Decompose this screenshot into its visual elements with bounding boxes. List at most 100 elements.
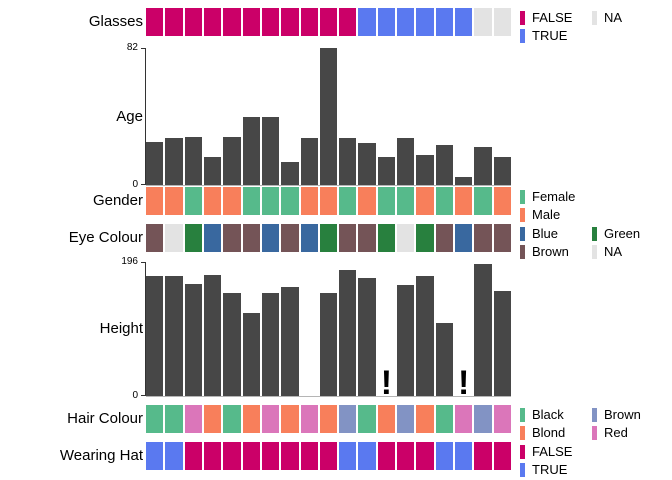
hair_colour-legend-entry: Black — [520, 406, 564, 424]
gender-tile — [493, 187, 511, 215]
hair_colour-tile — [300, 405, 318, 433]
hair_colour-tile — [339, 405, 357, 433]
height-y-axis — [145, 262, 146, 396]
height-bar-slot — [223, 262, 241, 396]
age-bar — [223, 136, 241, 185]
hair_colour-tile — [261, 405, 280, 433]
height-bars: !! — [146, 262, 511, 400]
eye_colour-legend-key-swatch — [520, 227, 525, 241]
height-bar-slot — [184, 262, 202, 396]
eye_colour-tile — [455, 224, 473, 252]
height-bar-slot — [146, 262, 164, 396]
gender-tile — [203, 187, 222, 215]
age-bar-slot — [416, 48, 434, 185]
hair_colour-legend-label: Blond — [532, 425, 566, 440]
height-axis-max-label: 196 — [121, 256, 138, 267]
age-bar-slot — [146, 48, 164, 185]
hair_colour-legend-key-swatch — [592, 408, 597, 422]
age-bar — [416, 154, 434, 185]
glasses-legend-label: FALSE — [532, 10, 573, 25]
eye_colour-tile — [319, 224, 338, 252]
eye_colour-tile — [281, 224, 299, 252]
hair_colour-tile — [377, 405, 396, 433]
height-max-tick — [141, 262, 145, 263]
glasses-tile — [203, 8, 222, 36]
glasses-tile — [223, 8, 241, 36]
eye_colour-legend-entry: Green — [592, 225, 640, 243]
eye_colour-tile — [493, 224, 511, 252]
height-bar-slot — [242, 262, 260, 396]
eye_colour-tile — [377, 224, 396, 252]
wearing_hat-tile — [493, 442, 511, 470]
age-bar-slot — [281, 48, 299, 185]
age-bar — [242, 116, 260, 185]
height-bar — [242, 312, 260, 396]
height-bar-slot: ! — [378, 262, 395, 400]
eye_colour-tile — [416, 224, 434, 252]
row-label-gender: Gender — [92, 192, 143, 209]
wearing_hat-tile — [223, 442, 241, 470]
age-bar-slot — [261, 48, 280, 185]
eye_colour-legend-key-swatch — [520, 245, 525, 259]
age-bar-slot — [435, 48, 453, 185]
age-bar — [319, 48, 338, 185]
hair_colour-tile — [165, 405, 183, 433]
eye_colour-legend-entry: Brown — [520, 243, 569, 261]
age-bar-slot — [300, 48, 318, 185]
height-bar — [358, 277, 376, 396]
gender-tile — [184, 187, 202, 215]
height-bar — [319, 292, 338, 396]
hair_colour-legend-entry: Blond — [520, 424, 565, 442]
wearing_hat-legend-label: FALSE — [532, 444, 573, 459]
height-bar — [397, 285, 415, 396]
height-min-tick — [141, 395, 145, 396]
wearing_hat-legend-key-swatch — [520, 445, 525, 459]
height-bar — [165, 275, 183, 396]
eye_colour-tile — [184, 224, 202, 252]
eye_colour-tile — [242, 224, 260, 252]
hair_colour-legend-entry: Red — [592, 424, 628, 442]
gender-legend-label: Female — [532, 189, 576, 204]
height-bar-slot — [165, 262, 183, 396]
hair_colour-tile — [146, 405, 164, 433]
gender-legend-key-swatch — [520, 190, 525, 204]
eye_colour-legend-key-swatch — [592, 227, 597, 241]
height-bar — [261, 292, 280, 396]
eye_colour-tile — [261, 224, 280, 252]
glasses-tile — [184, 8, 202, 36]
hair_colour-tile — [397, 405, 415, 433]
height-bar-slot — [301, 262, 318, 396]
hair_colour-legend-key-swatch — [592, 426, 597, 440]
eye_colour-strip — [146, 224, 511, 252]
height-bar — [435, 322, 453, 396]
wearing_hat-tile — [261, 442, 280, 470]
wearing_hat-legend-label: TRUE — [532, 462, 568, 477]
row-label-hair_colour: Hair Colour — [67, 410, 143, 427]
eye_colour-legend-label: Green — [604, 226, 641, 241]
gender-tile — [416, 187, 434, 215]
eye_colour-legend-entry: Blue — [520, 225, 558, 243]
height-bar-slot — [319, 262, 338, 396]
age-max-tick — [141, 48, 145, 49]
hair_colour-tile — [242, 405, 260, 433]
glasses-legend-label: NA — [604, 10, 623, 25]
glasses-tile — [474, 8, 492, 36]
height-bar — [146, 275, 164, 396]
glasses-legend-entry: TRUE — [520, 27, 567, 45]
age-bar — [165, 138, 183, 185]
height-bar-slot — [339, 262, 357, 396]
height-bar-slot — [493, 262, 511, 396]
gender-legend-entry: Male — [520, 206, 560, 224]
eye_colour-legend-label: Brown — [532, 244, 569, 259]
age-bar — [300, 138, 318, 185]
glasses-tile — [435, 8, 453, 36]
hair_colour-tile — [319, 405, 338, 433]
height-axis-min-label: 0 — [132, 390, 138, 401]
wearing_hat-legend-entry: FALSE — [520, 443, 572, 461]
age-bar — [455, 176, 473, 185]
hair_colour-tile — [358, 405, 376, 433]
gender-tile — [455, 187, 473, 215]
hair_colour-legend-label: Red — [604, 425, 628, 440]
wearing_hat-tile — [397, 442, 415, 470]
